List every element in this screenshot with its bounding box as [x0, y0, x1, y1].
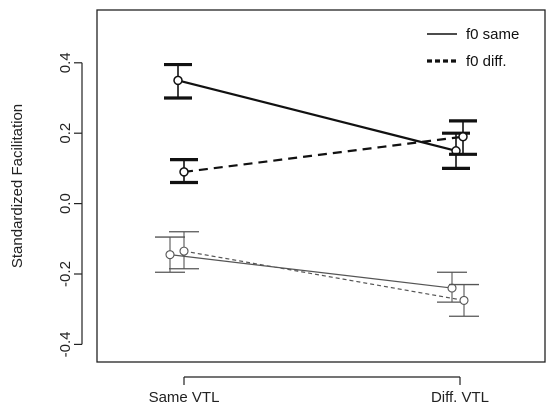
data-point: [447, 283, 457, 293]
series-1: [164, 62, 470, 170]
series-line: [183, 135, 464, 174]
y-tick-label: -0.4: [57, 331, 74, 357]
data-point: [459, 295, 469, 305]
data-point: [458, 131, 468, 142]
series-layer: [155, 62, 479, 317]
data-point: [179, 167, 189, 177]
y-tick-label: 0.0: [57, 193, 74, 214]
x-tick-label: Diff. VTL: [431, 389, 489, 406]
series-line: [169, 254, 453, 289]
data-point: [173, 75, 183, 86]
series-line: [177, 79, 457, 152]
data-point: [179, 246, 189, 256]
legend-label: f0 same: [466, 26, 519, 43]
y-axis: -0.4 -0.2 0.0 0.2 0.4: [57, 52, 83, 357]
y-tick-label: 0.4: [57, 52, 74, 73]
y-axis-label: Standardized Facilitation: [9, 104, 26, 268]
x-axis: Same VTL Diff. VTL: [149, 376, 489, 406]
y-tick-label: -0.2: [57, 261, 74, 287]
series-4: [169, 231, 479, 317]
legend: f0 same f0 diff.: [427, 26, 519, 70]
series-3: [155, 236, 467, 303]
series-line: [183, 250, 465, 301]
plot-frame: [96, 9, 546, 363]
y-tick-label: 0.2: [57, 123, 74, 144]
data-point: [165, 250, 175, 260]
series-2: [170, 119, 477, 185]
x-tick-label: Same VTL: [149, 389, 220, 406]
legend-label: f0 diff.: [466, 53, 507, 70]
